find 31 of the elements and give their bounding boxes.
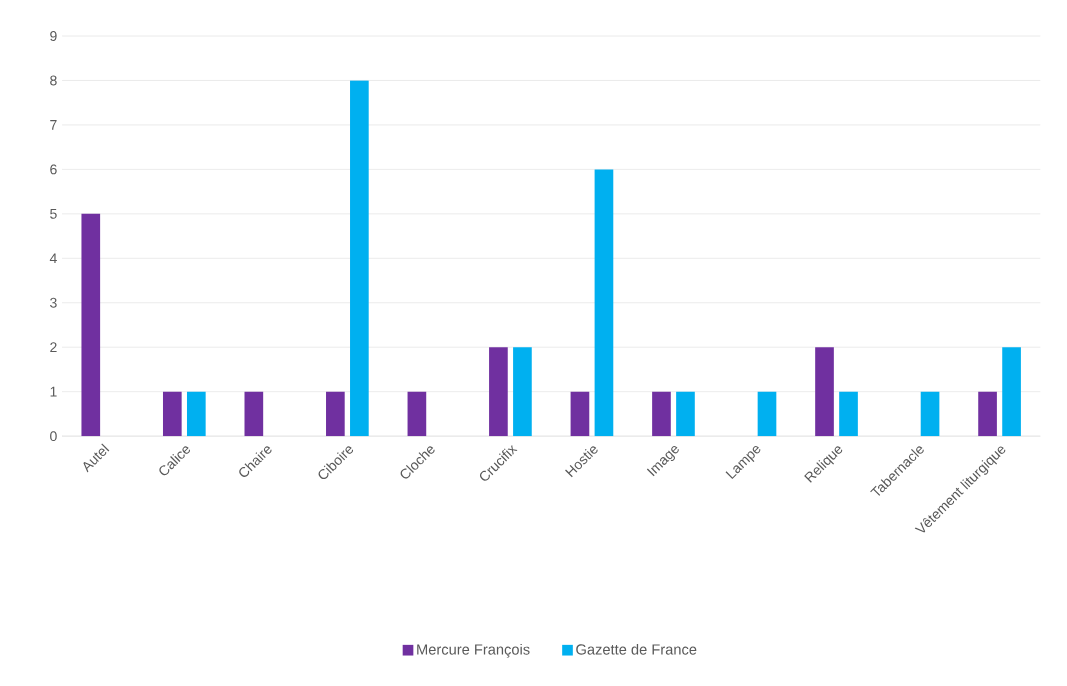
bar — [652, 391, 671, 437]
y-tick-label: 5 — [50, 208, 57, 219]
y-tick-label: 3 — [50, 297, 57, 308]
bar — [570, 391, 590, 437]
y-tick-label: 0 — [50, 431, 57, 441]
bar — [407, 391, 427, 437]
y-tick-label: 6 — [50, 164, 57, 175]
bar — [676, 391, 695, 437]
y-tick-label: 8 — [50, 75, 57, 86]
legend-label: Mercure François — [417, 643, 530, 658]
y-tick-label: 2 — [50, 342, 57, 353]
bar — [244, 391, 264, 437]
y-tick-label: 9 — [50, 30, 57, 41]
legend-label: Gazette de France — [576, 643, 697, 655]
bar — [594, 169, 614, 437]
bar — [978, 391, 997, 437]
y-tick-label: 4 — [49, 253, 57, 264]
bar — [815, 347, 834, 437]
bar — [489, 347, 508, 437]
y-tick-label: 7 — [50, 120, 57, 130]
bar — [326, 391, 345, 437]
bar — [1002, 347, 1021, 437]
bar — [757, 391, 777, 437]
bar — [186, 391, 206, 437]
y-tick-label: 1 — [50, 386, 57, 397]
bar — [81, 213, 101, 437]
bar — [162, 391, 182, 437]
bar — [839, 391, 858, 437]
bar — [920, 391, 940, 437]
bar — [513, 347, 532, 437]
bar — [350, 80, 369, 437]
